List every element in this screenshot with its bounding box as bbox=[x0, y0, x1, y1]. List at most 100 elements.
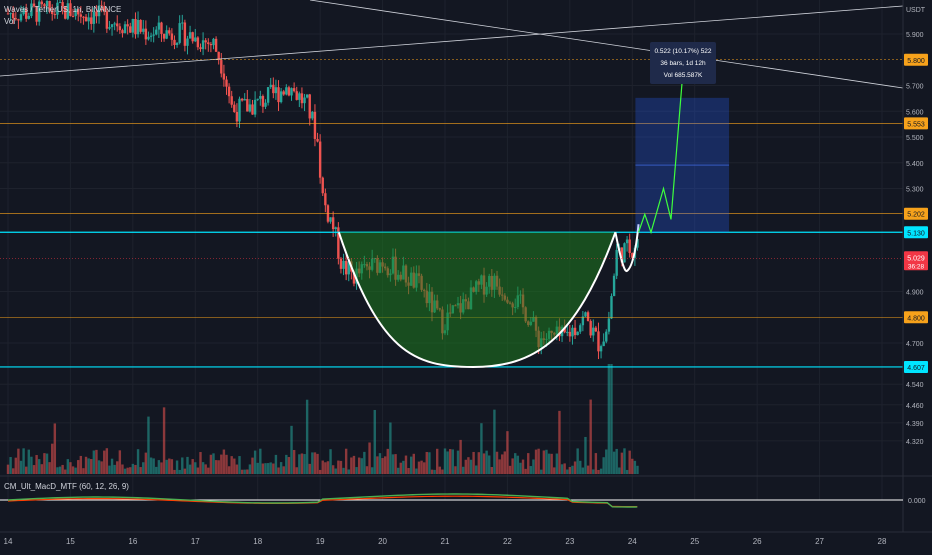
candle-body bbox=[103, 6, 106, 12]
volume-bar bbox=[527, 453, 530, 474]
volume-bar bbox=[571, 465, 574, 474]
candle-body bbox=[160, 22, 163, 34]
indicator-title: CM_Ult_MacD_MTF (60, 12, 26, 9) bbox=[4, 482, 129, 491]
candle-body bbox=[53, 14, 57, 16]
volume-bar bbox=[269, 462, 272, 474]
candle-body bbox=[261, 96, 265, 107]
handle-outline bbox=[614, 224, 640, 272]
candle-body bbox=[105, 11, 109, 29]
volume-bar bbox=[82, 468, 85, 474]
candle-body bbox=[316, 138, 319, 142]
x-tick-label: 21 bbox=[441, 537, 450, 546]
volume-bar bbox=[201, 462, 205, 474]
candle-body bbox=[308, 94, 311, 119]
volume-bar bbox=[191, 459, 194, 474]
candle-body bbox=[162, 33, 166, 39]
volume-bar bbox=[220, 454, 223, 474]
volume-bar bbox=[331, 465, 335, 474]
volume-bar bbox=[61, 464, 64, 474]
candle-body bbox=[305, 94, 309, 98]
volume-bar bbox=[105, 448, 109, 474]
candle-body bbox=[19, 14, 23, 21]
candle-body bbox=[589, 321, 592, 336]
candle-body bbox=[25, 8, 28, 19]
candle-body bbox=[87, 17, 90, 22]
volume-bar bbox=[235, 464, 239, 474]
candle-body bbox=[597, 331, 600, 352]
volume-bar bbox=[563, 463, 566, 474]
volume-bar bbox=[326, 461, 330, 474]
volume-bar bbox=[95, 449, 98, 474]
volume-bar bbox=[347, 469, 350, 474]
volume-bar bbox=[272, 463, 275, 474]
candle-body bbox=[248, 104, 252, 112]
volume-bar bbox=[152, 458, 155, 474]
volume-bar bbox=[69, 462, 72, 474]
x-tick-label: 19 bbox=[316, 537, 325, 546]
volume-bar bbox=[30, 456, 33, 474]
volume-bar bbox=[488, 455, 491, 474]
volume-bar bbox=[412, 453, 415, 474]
volume-bar bbox=[511, 458, 514, 474]
candle-body bbox=[186, 38, 189, 46]
volume-bar bbox=[459, 439, 462, 474]
candle-body bbox=[30, 3, 33, 16]
volume-bar bbox=[131, 463, 135, 474]
candle-body bbox=[149, 35, 153, 37]
volume-bar bbox=[175, 460, 179, 474]
measure-text: 0.522 (10.17%) 522 bbox=[654, 48, 711, 55]
volume-bar bbox=[620, 452, 624, 474]
candle-body bbox=[342, 260, 345, 269]
volume-bar bbox=[56, 467, 59, 474]
candle-body bbox=[61, 2, 64, 7]
candle-body bbox=[264, 102, 267, 107]
volume-bar bbox=[495, 451, 499, 474]
candle-body bbox=[321, 177, 324, 194]
volume-bar bbox=[290, 425, 293, 474]
y-tick-label: 4.320 bbox=[906, 439, 924, 446]
x-tick-label: 23 bbox=[565, 537, 574, 546]
volume-bar bbox=[77, 460, 80, 474]
candle-body bbox=[313, 111, 317, 139]
candle-body bbox=[77, 9, 80, 15]
price-level-tag bbox=[904, 207, 928, 220]
candle-body bbox=[147, 36, 150, 40]
volume-bar bbox=[467, 457, 470, 474]
candle-body bbox=[201, 40, 205, 50]
volume-bar bbox=[233, 458, 236, 474]
volume-bar bbox=[243, 469, 246, 474]
volume-bar bbox=[240, 469, 244, 474]
volume-bar bbox=[355, 467, 358, 474]
candle-body bbox=[636, 239, 639, 248]
volume-bar bbox=[446, 451, 449, 474]
x-tick-label: 17 bbox=[191, 537, 200, 546]
volume-bar bbox=[599, 468, 603, 474]
volume-bar bbox=[207, 467, 210, 474]
volume-bar bbox=[547, 453, 551, 474]
candle-body bbox=[38, 1, 41, 22]
volume-bar bbox=[181, 457, 184, 474]
volume-bar bbox=[597, 469, 600, 474]
volume-bar bbox=[420, 460, 423, 474]
candle-body bbox=[17, 19, 20, 21]
volume-bar bbox=[90, 459, 93, 474]
candle-body bbox=[35, 6, 38, 22]
candle-body bbox=[204, 40, 207, 43]
volume-bar bbox=[407, 468, 410, 474]
candle-body bbox=[334, 227, 337, 230]
y-tick-label: 4.540 bbox=[906, 382, 924, 389]
candle-body bbox=[566, 331, 569, 333]
volume-bar bbox=[469, 459, 473, 474]
candle-body bbox=[217, 51, 220, 61]
candle-body bbox=[129, 26, 132, 33]
volume-bar bbox=[550, 453, 553, 474]
volume-bar bbox=[493, 409, 496, 474]
volume-bar bbox=[363, 451, 366, 474]
volume-bar bbox=[214, 460, 218, 474]
y-tick-label: 4.460 bbox=[906, 403, 924, 410]
volume-bar bbox=[607, 364, 611, 474]
volume-bar bbox=[404, 455, 408, 474]
volume-bar bbox=[110, 458, 114, 474]
